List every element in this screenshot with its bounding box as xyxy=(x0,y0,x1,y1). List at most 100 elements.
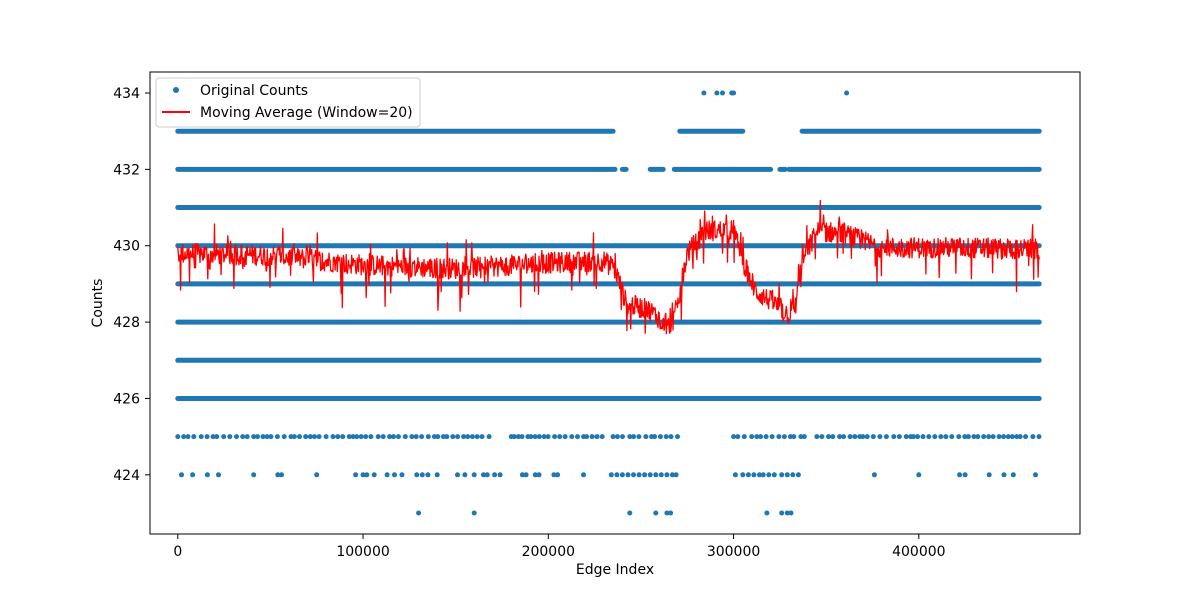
scatter-point xyxy=(916,472,922,478)
scatter-point xyxy=(474,434,480,440)
scatter-point xyxy=(819,434,825,440)
line-series-moving-average xyxy=(177,199,1040,335)
scatter-point xyxy=(1030,434,1036,440)
scatter-point xyxy=(791,434,797,440)
scatter-point xyxy=(584,434,590,440)
scatter-point xyxy=(425,472,431,478)
scatter-point xyxy=(975,434,981,440)
scatter-point xyxy=(769,434,775,440)
scatter-point xyxy=(847,434,853,440)
scatter-point xyxy=(735,434,741,440)
scatter-point xyxy=(647,472,653,478)
scatter-point xyxy=(636,434,642,440)
scatter-point xyxy=(240,434,246,440)
scatter-point xyxy=(221,434,227,440)
scatter-point xyxy=(581,472,586,478)
scatter-point xyxy=(608,472,614,478)
scatter-point xyxy=(364,472,370,478)
scatter-point xyxy=(312,434,317,440)
scatter-point xyxy=(701,90,707,96)
scatter-point xyxy=(981,434,987,440)
scatter-point xyxy=(185,434,191,440)
scatter-point xyxy=(264,434,270,440)
scatter-point xyxy=(419,472,425,478)
scatter-point xyxy=(414,472,420,478)
scatter-point xyxy=(555,472,561,478)
x-axis-label: Edge Index xyxy=(576,562,654,578)
scatter-point xyxy=(191,434,197,440)
x-tick-label: 200000 xyxy=(522,544,575,560)
scatter-point xyxy=(1017,434,1023,440)
scatter-point xyxy=(551,472,557,478)
scatter-point xyxy=(926,434,932,440)
scatter-point xyxy=(625,472,631,478)
scatter-point xyxy=(745,472,751,478)
scatter-point xyxy=(435,434,441,440)
scatter-point xyxy=(758,434,764,440)
scatter-point xyxy=(1014,434,1020,440)
y-axis-label: Counts xyxy=(90,279,106,328)
scatter-point xyxy=(891,434,897,440)
scatter-point xyxy=(303,434,309,440)
scatter-point xyxy=(962,434,968,440)
scatter-point xyxy=(781,434,787,440)
scatter-point xyxy=(492,472,498,478)
scatter-point xyxy=(990,434,996,440)
scatter-point xyxy=(181,434,187,440)
scatter-point xyxy=(486,434,492,440)
scatter-point xyxy=(1033,472,1038,478)
scatter-point xyxy=(371,472,377,478)
scatter-point xyxy=(413,434,419,440)
scatter-point xyxy=(450,434,456,440)
scatter-point xyxy=(663,434,669,440)
scatter-point xyxy=(877,434,883,440)
scatter-point xyxy=(741,434,747,440)
scatter-point xyxy=(714,90,720,96)
scatter-point xyxy=(1001,434,1007,440)
scatter-point xyxy=(557,434,563,440)
scatter-point xyxy=(532,472,538,478)
scatter-point xyxy=(986,434,992,440)
x-tick-label: 0 xyxy=(173,544,182,560)
scatter-point xyxy=(896,434,902,440)
scatter-point xyxy=(763,434,769,440)
legend: Original Counts Moving Average (Window=2… xyxy=(155,77,421,128)
scatter-point xyxy=(720,90,725,96)
scatter-point xyxy=(668,510,674,516)
scatter-point xyxy=(251,472,257,478)
scatter-point xyxy=(860,434,866,440)
scatter-point xyxy=(631,472,636,478)
scatter-point xyxy=(562,434,568,440)
scatter-point xyxy=(784,510,790,516)
scatter-point xyxy=(511,434,517,440)
scatter-point xyxy=(658,472,664,478)
scatter-point xyxy=(190,472,196,478)
scatter-point xyxy=(279,472,284,478)
scatter-point xyxy=(610,434,616,440)
scatter-point xyxy=(216,472,221,478)
scatter-point xyxy=(380,434,386,440)
scatter-point xyxy=(732,472,738,478)
scatter-point xyxy=(179,472,184,478)
scatter-point xyxy=(1001,472,1007,478)
scatter-point xyxy=(274,434,280,440)
scatter-point xyxy=(883,434,889,440)
scatter-point xyxy=(455,434,461,440)
scatter-point xyxy=(643,434,649,440)
legend-box xyxy=(155,77,421,128)
scatter-point xyxy=(788,510,794,516)
scatter-point xyxy=(652,434,658,440)
y-tick-label: 434 xyxy=(113,86,140,102)
scatter-point xyxy=(234,434,239,440)
scatter-point xyxy=(515,434,521,440)
scatter-point xyxy=(255,434,260,440)
scatter-point xyxy=(920,434,926,440)
scatter-point xyxy=(387,434,393,440)
scatter-point xyxy=(575,434,580,440)
scatter-point xyxy=(779,472,785,478)
scatter-point xyxy=(764,510,770,516)
scatter-point xyxy=(642,472,648,478)
scatter-point xyxy=(766,472,772,478)
scatter-point xyxy=(943,434,949,440)
